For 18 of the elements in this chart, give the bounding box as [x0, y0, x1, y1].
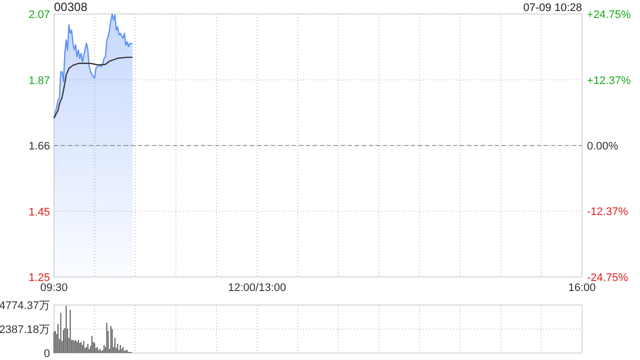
y2-tick-label: -12.37%: [587, 206, 628, 218]
y2-tick-label: +24.75%: [587, 9, 631, 21]
y-tick-label: 1.87: [28, 74, 50, 87]
y2-tick-label: 0.00%: [587, 140, 618, 152]
y2-tick-label: -24.75%: [587, 272, 628, 284]
y-tick-label: 2.07: [28, 9, 50, 21]
y-tick-label: 1.45: [28, 206, 50, 218]
y2-tick-label: +12.37%: [587, 74, 631, 87]
y-tick-label: 2387.18万: [0, 324, 50, 336]
x-tick-label: 12:00/13:00: [228, 282, 286, 294]
x-tick-label: 16:00: [568, 282, 596, 294]
text: 07-09 10:28: [523, 2, 582, 14]
y-tick-label: 1.25: [28, 272, 50, 284]
line-series: [53, 56, 134, 119]
y-tick-label: 1.66: [28, 140, 50, 152]
chart-title: 00308: [54, 0, 88, 14]
x-tick-label: 09:30: [40, 282, 68, 294]
y-tick-label: 0: [44, 348, 50, 360]
